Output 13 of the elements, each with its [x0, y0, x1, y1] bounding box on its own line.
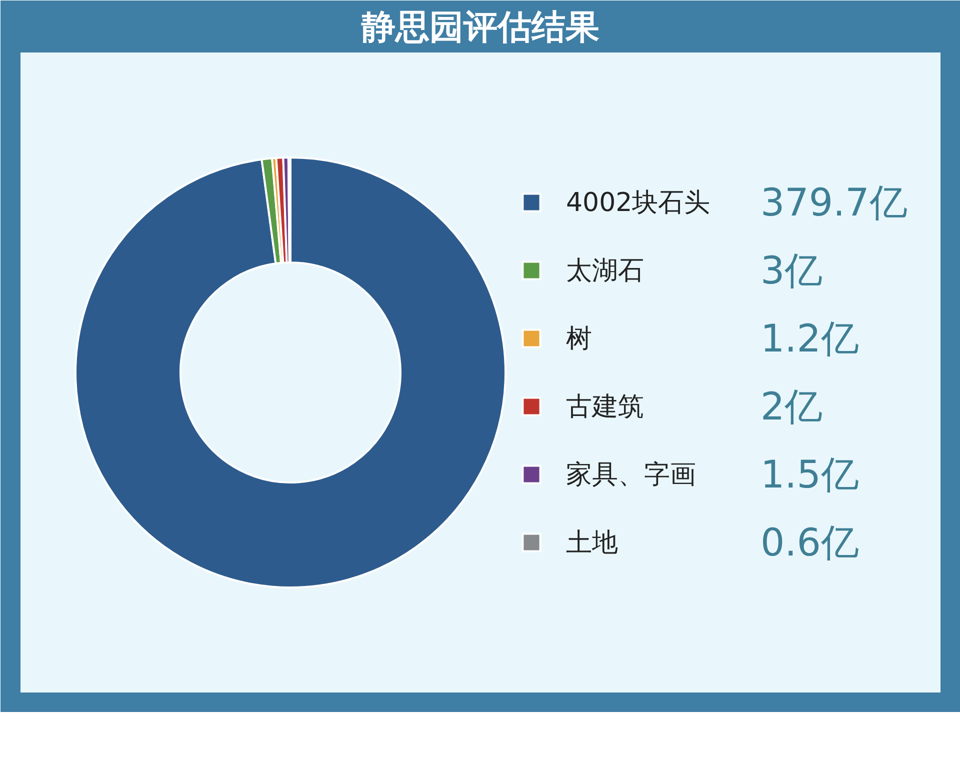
legend-label: 树 [566, 322, 592, 356]
data-label: 1.2亿 [760, 316, 859, 360]
data-label: 1.5亿 [760, 452, 859, 496]
legend-label: 家具、字画 [566, 458, 696, 492]
data-label: 379.7亿 [760, 180, 908, 224]
legend-label: 土地 [566, 526, 618, 560]
data-label: 2亿 [760, 384, 823, 428]
chart-title: 静思园评估结果 [360, 8, 600, 48]
data-label: 3亿 [760, 248, 823, 292]
data-label: 0.6亿 [760, 520, 859, 564]
legend-label: 4002块石头 [566, 186, 710, 220]
legend-label: 太湖石 [566, 254, 644, 288]
legend-label: 古建筑 [566, 390, 644, 424]
